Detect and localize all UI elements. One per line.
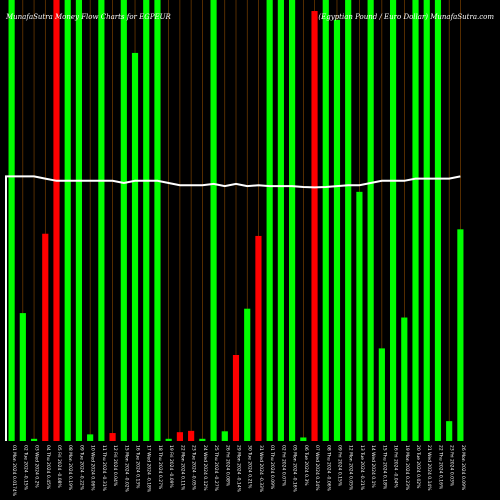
bar [154,0,161,441]
x-axis-labels: 01 Mon 2024 0.0174% 02 Tue 2024 -0.15% 03 … [11,445,466,497]
x-tick-label: 23 Tue 2024 -0.05% [191,445,197,491]
bar [199,438,206,441]
x-tick-label: 30 Tue 2024 0.21% [247,445,253,489]
x-tick-label: 09 Tue 2024 -0.22% [78,445,84,491]
x-tick-label: 25 Thu 2024 -0.27% [213,445,219,492]
bar [446,421,453,441]
x-tick-label: 15 Mon 2024 -0.02% [123,445,129,493]
bar [378,348,385,441]
x-tick-label: 14 Wed 2024 0.1% [370,445,376,488]
bar [64,0,71,441]
x-tick-label: 21 Wed 2024 0.14% [426,445,432,491]
x-tick-label: 19 Mon 2024 0.23% [404,445,410,491]
x-tick-label: 22 Mon 2024 0.11% [179,445,185,491]
bar [75,0,83,441]
x-tick-label: 26 Fri 2024 0.08% [224,445,230,487]
x-tick-label: 12 Mon 2024 0.05% [348,445,354,491]
bar [389,0,397,441]
x-tick-label: 02 Fri 2024 0.07% [280,445,286,487]
bar [232,355,240,441]
x-tick-label: 01 Thu 2024 0.09% [269,445,275,490]
x-tick-label: 13 Tue 2024 -0.21% [359,445,365,491]
bar [401,317,408,441]
bar [165,438,172,441]
x-tick-label: 02 Tue 2024 -0.15% [22,445,28,491]
x-tick-label: 04 Thu 2024 0.45% [45,445,51,490]
x-tick-label: 19 Fri 2024 -0.09% [168,445,174,488]
x-tick-label: 12 Fri 2024 0.04% [112,445,118,487]
x-tick-label: 09 Fri 2024 0.15% [336,445,342,487]
chart-title-right: (Egyptian Pound / Euro Dollar) MunafaSut… [318,13,494,21]
x-tick-label: 24 Wed 2024 0.12% [202,445,208,491]
bar [333,19,341,441]
bar [188,430,195,441]
x-tick-label: 06 Tue 2024 0.3% [303,445,309,486]
chart-title-left: MunafaSutra Money Flow Charts for EGPEUR [5,13,172,21]
bar [423,0,430,441]
x-tick-label: 08 Thu 2024 -0.06% [325,445,331,492]
bar [255,235,262,441]
bar [210,0,217,441]
bar [53,0,60,441]
bar [289,0,296,441]
bar [277,0,284,441]
bar [412,0,419,441]
bar [244,308,251,441]
x-tick-label: 05 Fri 2024 -0.08% [56,445,62,488]
x-tick-label: 15 Thu 2024 0.18% [381,445,387,490]
bar [30,438,38,441]
bar [120,0,127,441]
bar [311,11,318,442]
bar [457,229,464,441]
bar [221,431,228,441]
x-tick-label: 01 Mon 2024 0.0174% [11,445,17,497]
bar [356,191,363,441]
x-tick-label: 16 Fri 2024 -0.04% [393,445,399,488]
bar [434,0,442,441]
bar [98,0,105,441]
x-tick-label: 31 Wed 2024 -0.33% [258,445,264,493]
bar [300,437,307,441]
bar [345,0,352,441]
bar [87,434,94,441]
bar [176,432,183,441]
x-tick-label: 22 Thu 2024 0.16% [437,445,443,490]
x-tick-label: 26 Mon 2024 0.09% [460,445,466,491]
bar [8,0,15,441]
bar [322,0,329,441]
x-tick-label: 17 Wed 2024 -0.18% [146,445,152,493]
x-tick-label: 18 Thu 2024 0.27% [157,445,163,490]
x-tick-label: 23 Fri 2024 0.03% [449,445,455,487]
bar [266,0,273,441]
bar [367,0,374,441]
x-tick-label: 08 Mon 2024 0.19% [67,445,73,491]
x-tick-label: 07 Wed 2024 0.24% [314,445,320,491]
price-line [5,175,461,441]
bar [42,233,49,441]
bar [19,313,26,441]
x-tick-label: 20 Tue 2024 0.02% [415,445,421,489]
x-tick-label: 16 Tue 2024 0.13% [135,445,141,489]
bar [143,0,150,441]
bar [131,52,139,442]
x-tick-label: 05 Mon 2024 -0.16% [292,445,298,493]
x-tick-label: 03 Wed 2024 0.2% [34,445,40,488]
x-tick-label: 10 Wed 2024 0.06% [90,445,96,491]
x-tick-label: 11 Thu 2024 -0.31% [101,445,107,492]
x-tick-label: 29 Mon 2024 -0.14% [236,445,242,493]
bar-layer [8,0,464,442]
bar [109,433,116,441]
